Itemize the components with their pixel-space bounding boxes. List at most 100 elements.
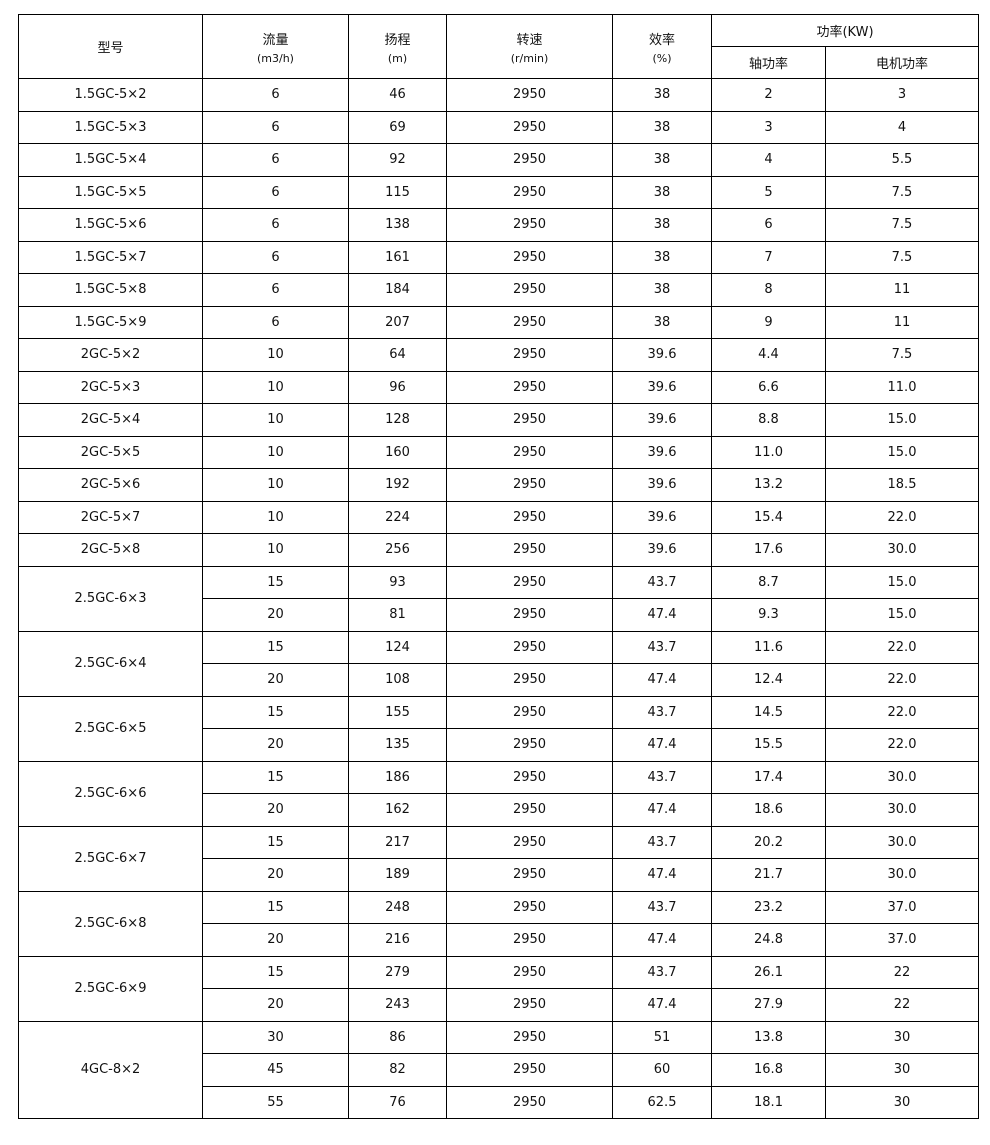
data-cell: 217 <box>348 825 447 859</box>
data-cell: 115 <box>348 175 447 209</box>
data-cell: 10 <box>202 500 349 534</box>
data-cell: 47.4 <box>612 923 712 957</box>
data-cell: 20 <box>202 858 349 892</box>
data-cell: 2950 <box>446 1053 613 1087</box>
model-cell: 1.5GC-5×5 <box>18 175 203 209</box>
data-cell: 39.6 <box>612 338 712 372</box>
table-row: 2GC-5×3 10 96 2950 39.6 6.6 11.0 <box>18 370 979 404</box>
data-cell: 17.4 <box>711 760 826 794</box>
data-cell: 15 <box>202 565 349 599</box>
model-cell: 2GC-5×3 <box>18 370 203 404</box>
data-cell: 128 <box>348 403 447 437</box>
data-cell: 15 <box>202 890 349 924</box>
data-cell: 2950 <box>446 663 613 697</box>
data-cell: 38 <box>612 143 712 177</box>
data-cell: 6 <box>202 143 349 177</box>
data-cell: 243 <box>348 988 447 1022</box>
header-cell: 型号 <box>18 14 203 79</box>
data-cell: 6 <box>202 78 349 112</box>
table-row: 4GC-8×2 30 86 2950 51 13.8 30 <box>18 1020 979 1119</box>
data-cell: 2950 <box>446 403 613 437</box>
data-cell: 15.0 <box>825 435 979 469</box>
data-cell: 2950 <box>446 533 613 567</box>
data-cell: 11 <box>825 305 979 339</box>
data-cell: 11.6 <box>711 630 826 664</box>
data-cell: 15 <box>202 760 349 794</box>
data-cell: 2950 <box>446 110 613 144</box>
model-cell: 1.5GC-5×3 <box>18 110 203 144</box>
data-cell: 207 <box>348 305 447 339</box>
data-cell: 2950 <box>446 435 613 469</box>
data-cell: 60 <box>612 1053 712 1087</box>
model-cell: 2GC-5×6 <box>18 468 203 502</box>
data-cell: 15.4 <box>711 500 826 534</box>
data-cell: 47.4 <box>612 663 712 697</box>
table-row: 2GC-5×2 10 64 2950 39.6 4.4 7.5 <box>18 338 979 372</box>
table-row: 20 81 2950 47.4 9.3 15.0 <box>19 598 979 632</box>
data-cell: 2950 <box>446 988 613 1022</box>
data-cell: 192 <box>348 468 447 502</box>
data-cell: 2950 <box>446 955 613 989</box>
data-cell: 39.6 <box>612 403 712 437</box>
data-cell: 38 <box>612 305 712 339</box>
data-cell: 22 <box>825 955 979 989</box>
data-cell: 17.6 <box>711 533 826 567</box>
data-cell: 47.4 <box>612 988 712 1022</box>
data-cell: 5.5 <box>825 143 979 177</box>
data-cell: 161 <box>348 240 447 274</box>
data-cell: 2950 <box>446 500 613 534</box>
data-cell: 135 <box>348 728 447 762</box>
data-cell: 248 <box>348 890 447 924</box>
data-cell: 37.0 <box>825 923 979 957</box>
data-cell: 10 <box>202 533 349 567</box>
model-cell: 2.5GC-6×7 <box>18 825 203 892</box>
table-row: 2.5GC-6×4 15 124 2950 43.7 11.6 22.0 <box>18 630 979 697</box>
data-cell: 12.4 <box>711 663 826 697</box>
data-cell: 9.3 <box>711 598 826 632</box>
data-cell: 2950 <box>446 273 613 307</box>
data-cell: 6 <box>202 273 349 307</box>
data-cell: 2950 <box>446 923 613 957</box>
header-unit: (m) <box>387 51 408 65</box>
data-cell: 20 <box>202 598 349 632</box>
table-row: 1.5GC-5×4 6 92 2950 38 4 5.5 <box>18 143 979 177</box>
table-body: 1.5GC-5×2 6 46 2950 38 2 3 1.5GC-5×3 6 69 2950 38 3 4… <box>18 78 979 1119</box>
table-row: 2.5GC-6×5 15 155 2950 43.7 14.5 22.0 <box>18 695 979 762</box>
table-row: 1.5GC-5×5 6 115 2950 38 5 7.5 <box>18 175 979 209</box>
model-cell: 1.5GC-5×7 <box>18 240 203 274</box>
table-row: 2GC-5×7 10 224 2950 39.6 15.4 22.0 <box>18 500 979 534</box>
data-cell: 92 <box>348 143 447 177</box>
data-cell: 43.7 <box>612 695 712 729</box>
model-cell: 2GC-5×8 <box>18 533 203 567</box>
data-cell: 69 <box>348 110 447 144</box>
data-cell: 4.4 <box>711 338 826 372</box>
table-row: 2GC-5×4 10 128 2950 39.6 8.8 15.0 <box>18 403 979 437</box>
data-cell: 4 <box>711 143 826 177</box>
table-row: 2GC-5×5 10 160 2950 39.6 11.0 15.0 <box>18 435 979 469</box>
data-cell: 47.4 <box>612 598 712 632</box>
data-cell: 38 <box>612 110 712 144</box>
data-cell: 30 <box>825 1053 979 1087</box>
data-cell: 11.0 <box>711 435 826 469</box>
data-cell: 82 <box>348 1053 447 1087</box>
table-row: 20 135 2950 47.4 15.5 22.0 <box>19 728 979 762</box>
model-cell: 1.5GC-5×4 <box>18 143 203 177</box>
data-cell: 20 <box>202 663 349 697</box>
data-cell: 30 <box>202 1020 349 1054</box>
data-cell: 138 <box>348 208 447 242</box>
data-cell: 184 <box>348 273 447 307</box>
data-cell: 20 <box>202 923 349 957</box>
data-cell: 20 <box>202 988 349 1022</box>
header-cell: 电机功率 <box>825 46 979 79</box>
data-cell: 22.0 <box>825 663 979 697</box>
model-cell: 2GC-5×7 <box>18 500 203 534</box>
data-cell: 47.4 <box>612 728 712 762</box>
data-cell: 2950 <box>446 208 613 242</box>
data-cell: 30 <box>825 1020 979 1054</box>
data-cell: 55 <box>202 1085 349 1119</box>
table-row: 2.5GC-6×6 15 186 2950 43.7 17.4 30.0 <box>18 760 979 827</box>
model-cell: 2.5GC-6×6 <box>18 760 203 827</box>
model-cell: 2GC-5×2 <box>18 338 203 372</box>
data-cell: 15 <box>202 825 349 859</box>
